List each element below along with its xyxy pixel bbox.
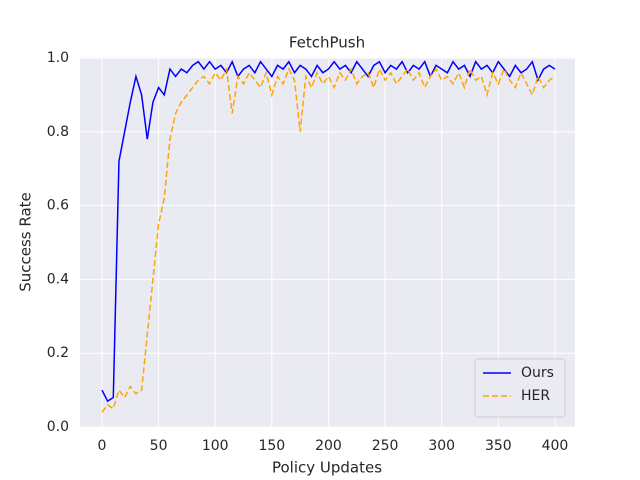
y-tick-label: 0.2 — [47, 345, 69, 361]
legend: Ours HER — [474, 358, 566, 418]
x-tick-label: 0 — [98, 438, 107, 454]
x-tick-label: 400 — [542, 438, 569, 454]
legend-label: Ours — [521, 365, 554, 381]
y-axis-label: Success Rate — [17, 192, 35, 292]
chart-title: FetchPush — [289, 34, 365, 52]
x-tick-label: 300 — [428, 438, 455, 454]
series-line — [101, 59, 556, 403]
x-axis-label: Policy Updates — [272, 459, 382, 477]
y-tick-label: 0.4 — [47, 271, 69, 287]
x-tick-label: 100 — [202, 438, 229, 454]
x-tick-label: 350 — [485, 438, 512, 454]
lines — [101, 59, 556, 413]
legend-label: HER — [521, 388, 550, 404]
x-tick-label: 50 — [150, 438, 168, 454]
x-tick-label: 250 — [372, 438, 399, 454]
grid — [80, 57, 575, 428]
series-line — [101, 66, 556, 413]
x-tick-label: 200 — [315, 438, 342, 454]
y-tick-label: 0.8 — [47, 124, 69, 140]
y-tick-label: 0.0 — [47, 419, 69, 435]
y-tick-label: 1.0 — [47, 50, 69, 66]
x-tick-label: 150 — [258, 438, 285, 454]
y-tick-label: 0.6 — [47, 198, 69, 214]
